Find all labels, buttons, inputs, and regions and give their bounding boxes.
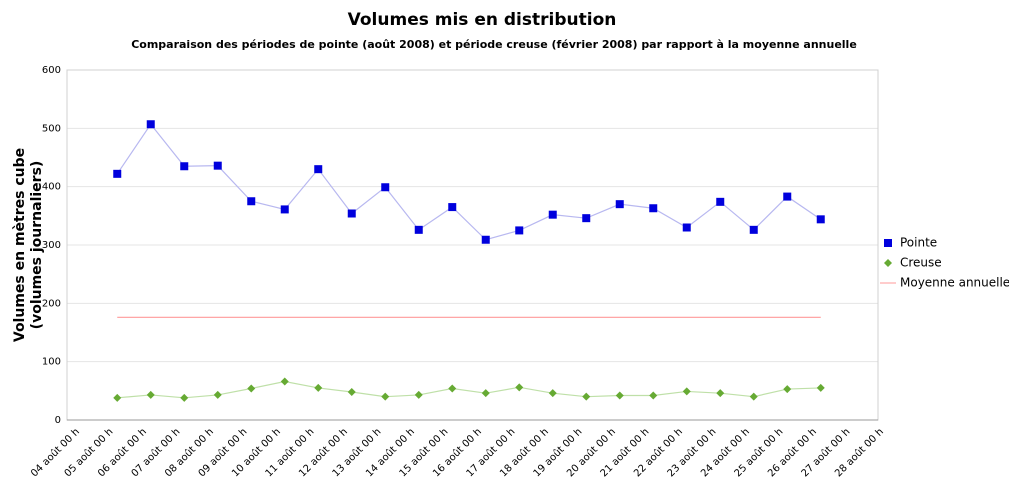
data-point — [414, 390, 423, 399]
y-axis-title-line: Volumes en mètres cube — [12, 148, 28, 342]
y-tick-label: 300 — [42, 240, 61, 251]
y-axis-title-line: (volumes journaliers) — [29, 161, 45, 330]
data-point — [582, 214, 591, 223]
y-tick-label: 400 — [42, 182, 61, 193]
data-point — [682, 387, 691, 396]
data-point — [615, 200, 624, 209]
data-point — [113, 169, 122, 178]
data-point — [548, 389, 557, 398]
data-point — [314, 165, 323, 174]
data-point — [280, 377, 289, 386]
chart-subtitle: Comparaison des périodes de pointe (août… — [131, 38, 857, 51]
data-point — [213, 390, 222, 399]
data-point — [481, 389, 490, 398]
y-tick-label: 600 — [42, 65, 61, 76]
data-point — [247, 384, 256, 393]
data-point — [280, 205, 289, 214]
data-point — [548, 210, 557, 219]
data-point — [448, 203, 457, 212]
data-point — [347, 209, 356, 218]
data-point — [213, 161, 222, 170]
data-point — [381, 392, 390, 401]
data-point — [481, 235, 490, 244]
data-point — [749, 225, 758, 234]
data-point — [247, 197, 256, 206]
legend-label: Creuse — [900, 256, 942, 270]
y-tick-label: 200 — [42, 298, 61, 309]
series-line — [117, 380, 821, 399]
data-point — [716, 389, 725, 398]
y-axis-title: Volumes en mètres cube (volumes journali… — [12, 148, 45, 342]
data-point — [146, 120, 155, 129]
y-tick-label: 500 — [42, 123, 61, 134]
data-point — [347, 388, 356, 396]
data-point — [314, 383, 323, 392]
legend-swatch — [884, 259, 892, 267]
data-point — [448, 384, 457, 393]
data-point — [414, 225, 423, 234]
data-point — [649, 391, 658, 400]
data-point — [783, 192, 792, 201]
data-point — [381, 183, 390, 192]
data-point — [146, 390, 155, 399]
data-point — [816, 215, 825, 224]
data-point — [816, 383, 825, 392]
data-point — [515, 383, 524, 392]
data-point — [180, 162, 189, 171]
chart-title: Volumes mis en distribution — [348, 10, 617, 30]
data-point — [582, 392, 591, 401]
data-point — [649, 204, 658, 213]
data-point — [749, 392, 758, 401]
data-point — [783, 385, 792, 394]
data-point — [180, 393, 189, 402]
legend-swatch — [884, 239, 892, 247]
legend-label: Pointe — [900, 236, 937, 250]
data-point — [682, 223, 691, 232]
data-point — [515, 226, 524, 235]
y-tick-label: 0 — [55, 415, 61, 426]
y-tick-label: 100 — [42, 357, 61, 368]
data-point — [716, 197, 725, 206]
legend-label: Moyenne annuelle — [900, 276, 1009, 290]
series-line — [116, 123, 822, 241]
data-point — [615, 391, 624, 400]
data-point — [113, 393, 122, 402]
